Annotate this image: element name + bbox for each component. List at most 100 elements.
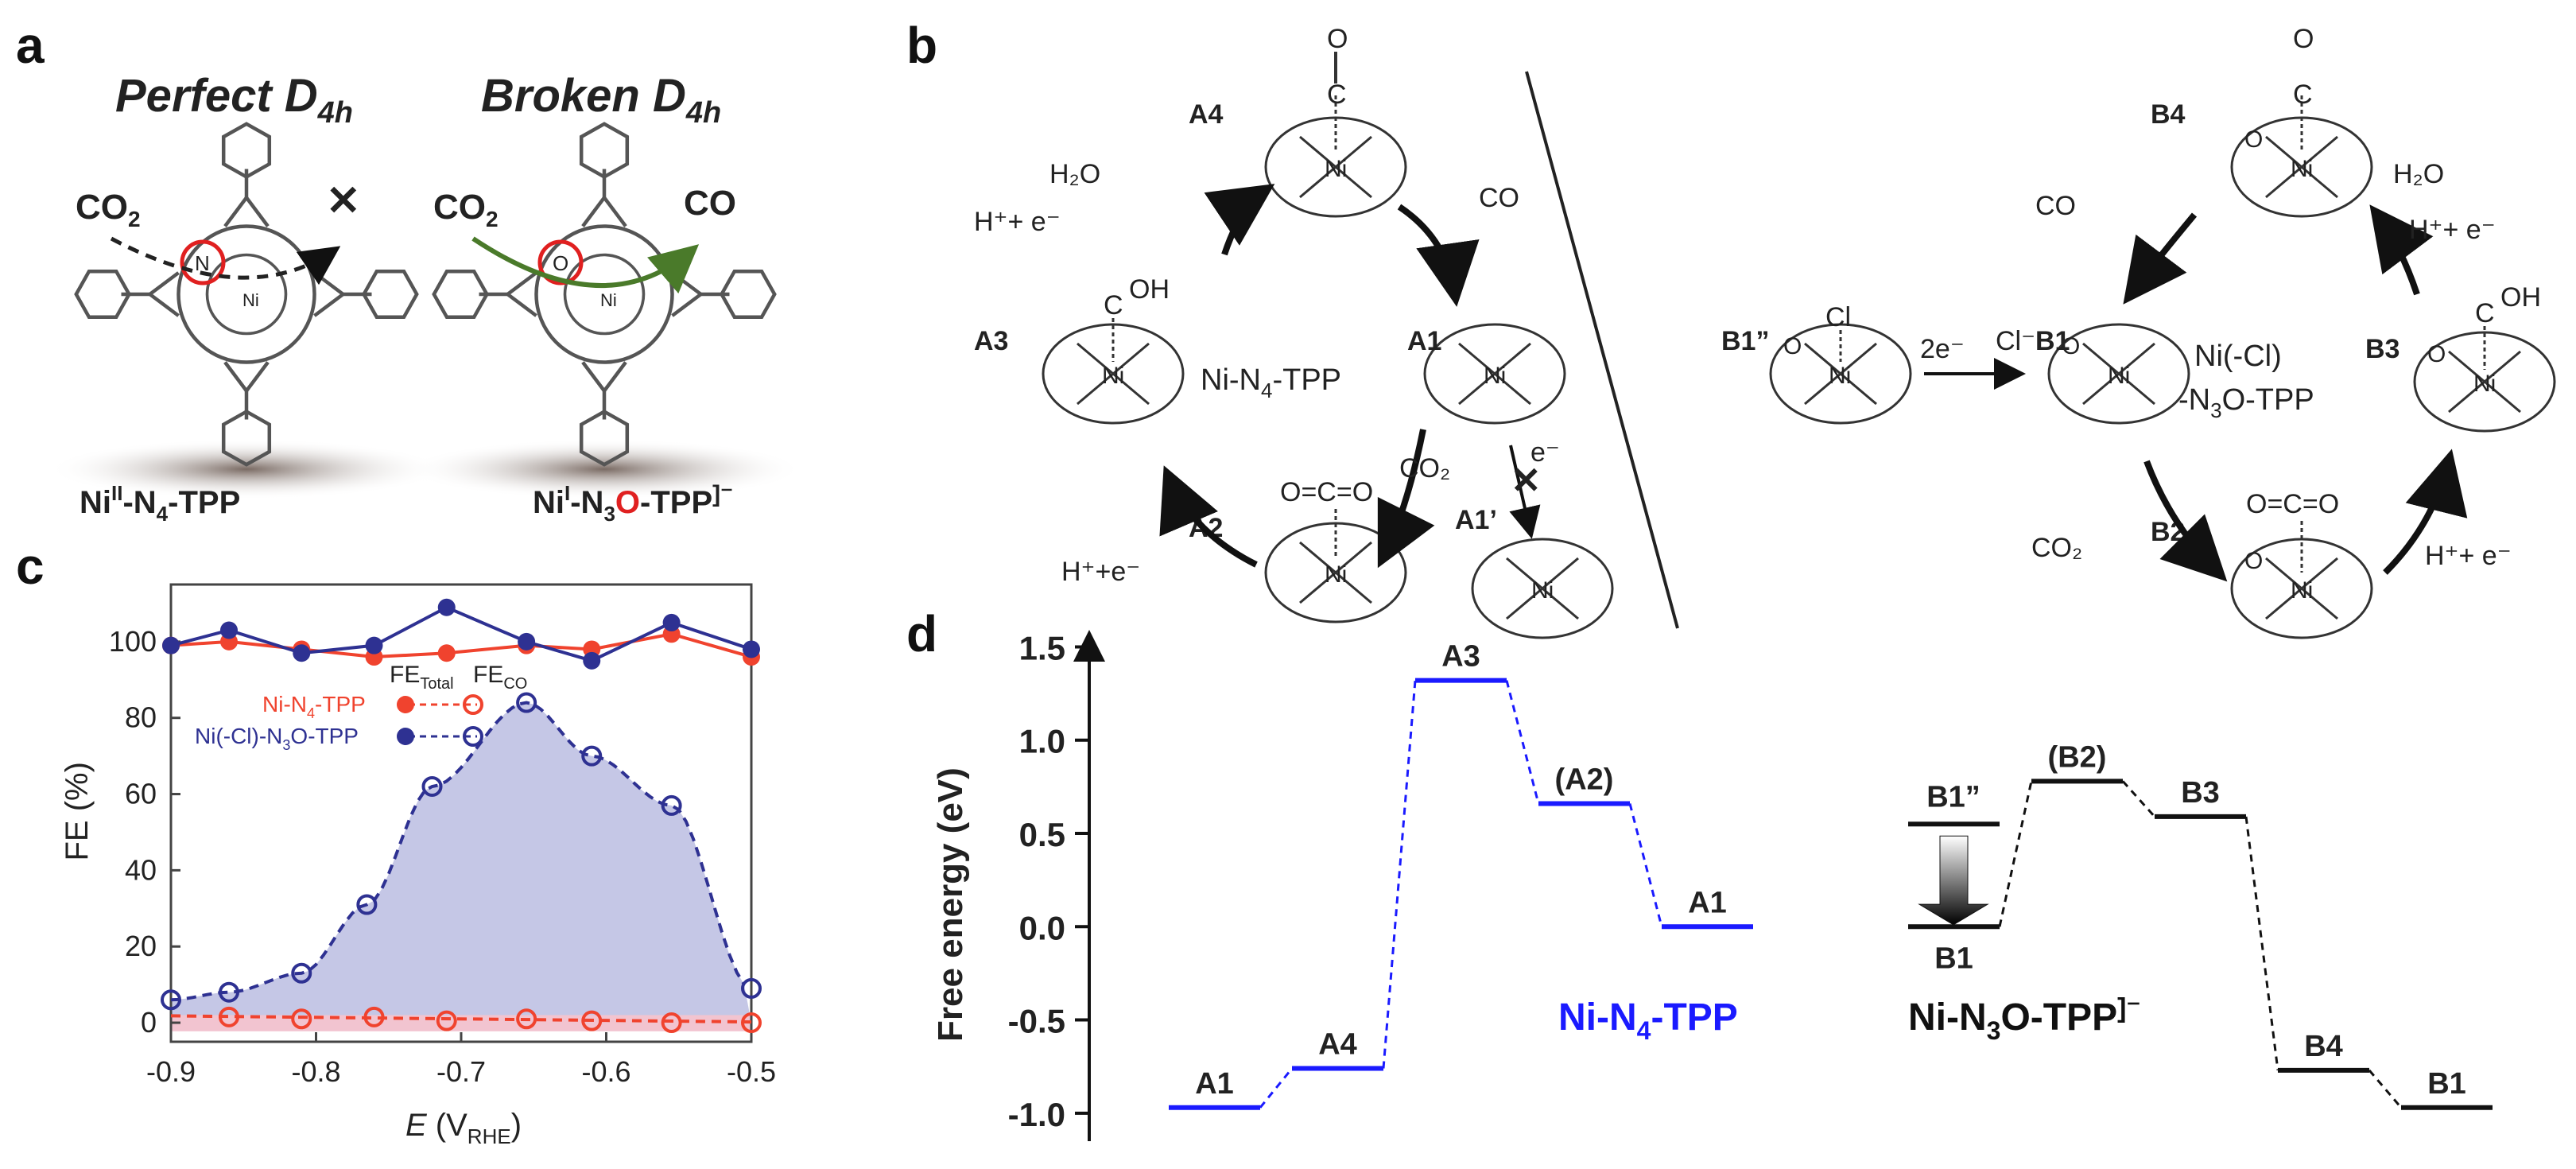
b4-ni: Ni	[2291, 156, 2313, 182]
legend-marker-blue-open	[463, 726, 483, 747]
divider	[1525, 71, 1679, 629]
level-label: B1	[2427, 1067, 2466, 1101]
connector	[1505, 680, 1540, 804]
data-point	[661, 794, 682, 816]
data-point	[162, 636, 180, 654]
legend-marker-red-filled	[397, 696, 414, 713]
connector	[2244, 816, 2279, 1071]
data-point	[291, 962, 312, 984]
co-left: CO	[1479, 183, 1519, 213]
label-B3: B3	[2365, 334, 2399, 364]
b1-o: O	[2062, 333, 2080, 359]
legend-label-ni-cl: Ni(-Cl)-N3O-TPP	[195, 724, 359, 753]
data-point	[581, 1010, 603, 1031]
x-axis-label: E (VRHE)	[405, 1108, 522, 1148]
connector	[1382, 680, 1417, 1069]
path-arrow-right	[471, 236, 700, 294]
b1pp-cl: Cl	[1825, 302, 1851, 332]
data-point	[436, 1010, 457, 1031]
data-point	[741, 1012, 762, 1034]
data-point	[743, 640, 760, 658]
b1pp-o: O	[1783, 333, 1802, 359]
data-point	[421, 775, 443, 797]
shadow-left	[48, 439, 445, 499]
data-point	[516, 1008, 537, 1030]
data-point	[220, 621, 238, 639]
legend-header-total: FETotal	[390, 662, 454, 693]
y-tick-label: 1.5	[1019, 629, 1065, 666]
fit-blue	[170, 701, 746, 1002]
y-axis-label: Free energy (eV)	[931, 767, 970, 1042]
b1-ni: Ni	[2108, 363, 2130, 389]
co-right: CO	[2035, 191, 2076, 221]
legend-marker-blue-filled	[397, 728, 414, 745]
x-tick-label: -0.8	[291, 1055, 340, 1088]
a3-c: C	[1104, 290, 1123, 320]
b3-oh: OH	[2500, 282, 2541, 313]
y-tick-label: 20	[125, 930, 157, 962]
a1p-ni: Ni	[1531, 577, 1554, 604]
left-cycle-label: Ni-N4-TPP	[1201, 363, 1341, 402]
fill-blue	[171, 702, 751, 1023]
legend-marker-red-open	[463, 694, 483, 715]
right-cycle-label-2: -N3O-TPP	[2178, 383, 2314, 422]
data-point	[365, 636, 383, 654]
co2-left: CO2	[76, 188, 141, 231]
y-tick-label: 60	[125, 778, 157, 810]
y-tick-label: 100	[109, 625, 157, 658]
he-a3: H⁺+ e⁻	[974, 207, 1061, 237]
b1pp-ni: Ni	[1829, 363, 1851, 389]
label-B4: B4	[2151, 99, 2186, 130]
label-A4: A4	[1189, 99, 1224, 130]
connector	[1628, 803, 1663, 927]
blocked-mark: ✕	[1511, 460, 1542, 501]
cl-minus: Cl⁻	[1996, 326, 2035, 356]
chart-d: -1.0 -0.5 0.0 0.5 1.0 1.5 Free energy (eV) A1 A4…	[931, 629, 2493, 1141]
level-label: A1	[1688, 886, 1727, 919]
y-tick-label: -1.0	[1008, 1096, 1065, 1133]
b3-o: O	[2427, 341, 2446, 367]
y-tick-label: 80	[125, 701, 157, 734]
h2o-right: H₂O	[2393, 159, 2444, 189]
legend-label-ni-n4: Ni-N4-TPP	[262, 692, 366, 721]
data-point	[437, 598, 456, 616]
b4-c: C	[2293, 80, 2313, 110]
data-point	[583, 651, 601, 670]
y-tick-label: -0.5	[1008, 1003, 1065, 1040]
a4-c: C	[1327, 80, 1347, 110]
data-point	[291, 1008, 312, 1030]
shadow-right	[405, 439, 803, 499]
co2-right: CO₂	[2031, 533, 2082, 563]
panel-b: O C Ni A4 Ni A1 C OH Ni A3 O=C=O Ni A2 N…	[974, 24, 2556, 639]
panel-label-a: a	[16, 17, 45, 74]
a2-oco: O=C=O	[1280, 477, 1373, 507]
data-point	[356, 894, 378, 915]
data-point	[661, 1012, 682, 1034]
chart-c: -0.9 -0.8 -0.7 -0.6 -0.5 0 20 40 60 80 100 E (VRHE)…	[60, 583, 776, 1148]
fail-cross: ✕	[326, 178, 361, 224]
label-A3: A3	[974, 326, 1008, 356]
b3-c: C	[2475, 298, 2495, 328]
b4-o-top: O	[2293, 24, 2314, 54]
product-co: CO	[684, 184, 736, 223]
x-tick-label: -0.7	[436, 1055, 486, 1088]
level-label: (A2)	[1555, 763, 1614, 796]
b2-o: O	[2244, 548, 2263, 574]
reduction-arrow	[1918, 835, 1989, 926]
series-label-ni-n3o: Ni-N3O-TPP]⁻	[1908, 993, 2140, 1045]
data-point	[741, 977, 762, 999]
level-label: B4	[2304, 1030, 2343, 1063]
o-atom-right: O	[553, 251, 568, 275]
data-point	[293, 644, 311, 662]
x-tick-label: -0.9	[146, 1055, 196, 1088]
label-A1: A1	[1407, 326, 1441, 356]
level-label: (B2)	[2048, 740, 2107, 774]
legend-header-co: FECO	[473, 662, 527, 693]
label-A1p: A1’	[1455, 505, 1497, 535]
h2o-left: H₂O	[1049, 159, 1100, 189]
fit-red	[170, 1014, 752, 1024]
level-label: A3	[1441, 640, 1480, 674]
e-a1: e⁻	[1530, 437, 1560, 468]
data-point	[161, 989, 181, 1011]
